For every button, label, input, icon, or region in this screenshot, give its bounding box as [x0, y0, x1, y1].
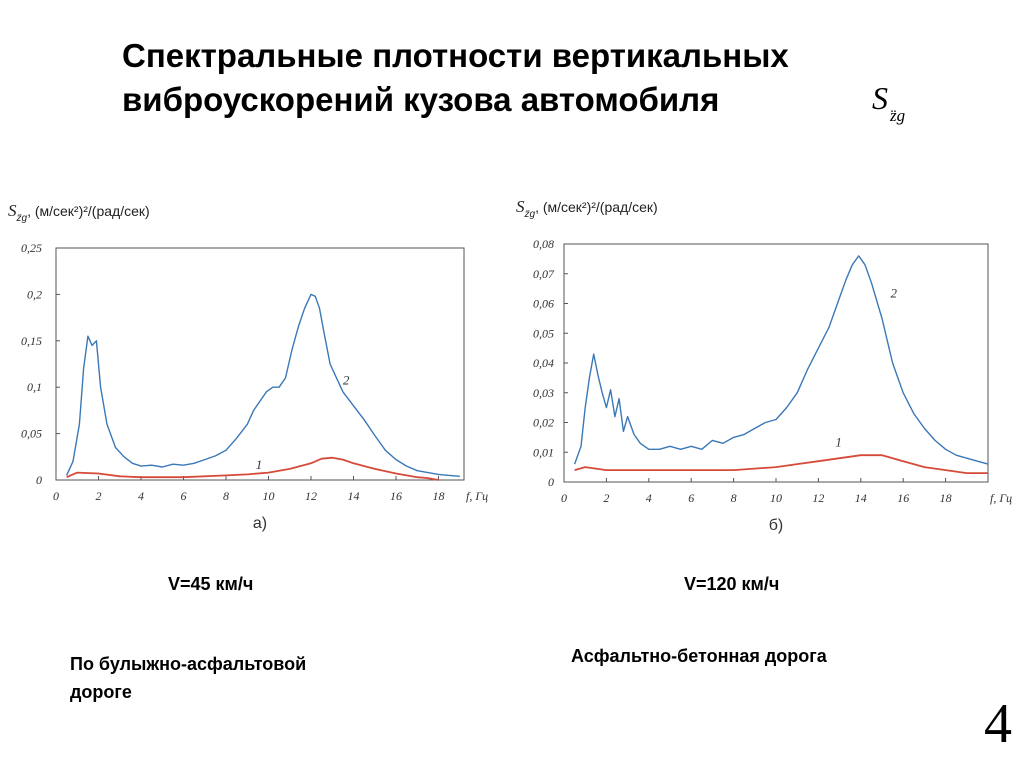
x-tick-label: 16: [390, 489, 402, 503]
y-tick-label: 0,15: [21, 334, 42, 348]
y-tick-label: 0,25: [21, 241, 42, 255]
series-1-label: 1: [835, 434, 842, 449]
y-tick-label: 0,04: [533, 356, 554, 370]
x-tick-label: 10: [263, 489, 275, 503]
road-caption-a-line1: По булыжно-асфальтовой: [70, 654, 307, 674]
y-axis-label: Sz̈g, (м/сек²)²/(рад/сек): [8, 201, 150, 224]
x-tick-label: 18: [433, 489, 445, 503]
series-2-line: [65, 293, 460, 477]
y-tick-label: 0: [36, 473, 42, 487]
x-tick-label: 2: [603, 491, 609, 505]
chart-b: Sz̈g, (м/сек²)²/(рад/сек) 0 0,01 0,02 0,03 0,…: [516, 197, 1012, 534]
speed-caption-a: V=45 км/ч: [168, 574, 254, 594]
y-tick-label: 0,01: [533, 445, 554, 459]
series-1-line: [574, 454, 988, 475]
series-1-label: 1: [256, 457, 263, 472]
x-tick-label: 16: [897, 491, 909, 505]
y-tick-label: 0,1: [27, 380, 42, 394]
road-caption-a-line2: дороге: [70, 682, 132, 702]
series-2-label: 2: [343, 372, 350, 387]
panel-label: а): [253, 515, 267, 532]
y-tick-label: 0: [548, 475, 554, 489]
y-tick-label: 0,03: [533, 386, 554, 400]
slide-title: Спектральные плотности вертикальных вибр…: [122, 34, 942, 122]
x-tick-label: 8: [223, 489, 229, 503]
series-2-label: 2: [890, 286, 897, 301]
title-line-1: Спектральные плотности вертикальных: [122, 37, 789, 74]
y-tick-label: 0,07: [533, 267, 555, 281]
y-tick-label: 0,2: [27, 287, 42, 301]
y-tick-label: 0,05: [533, 326, 554, 340]
x-axis-label: f, Гц: [990, 491, 1012, 505]
y-tick-label: 0,08: [533, 237, 554, 251]
y-tick-label: 0,05: [21, 427, 42, 441]
plot-frame: [563, 243, 989, 483]
chart-a: Sz̈g, (м/сек²)²/(рад/сек) 0 0,05 0,1 0,15 0,2…: [8, 201, 488, 532]
panel-label: б): [769, 517, 784, 534]
x-tick-label: 10: [770, 491, 782, 505]
y-axis-label: Sz̈g, (м/сек²)²/(рад/сек): [516, 197, 658, 220]
page-number: 4: [984, 693, 1012, 755]
x-tick-label: 0: [53, 489, 59, 503]
title-line-2: виброускорений кузова автомобиля: [122, 81, 720, 118]
x-tick-label: 14: [348, 489, 360, 503]
x-tick-label: 12: [812, 491, 824, 505]
x-tick-label: 4: [138, 489, 144, 503]
x-tick-label: 6: [181, 489, 187, 503]
speed-caption-b: V=120 км/ч: [684, 574, 780, 594]
y-tick-label: 0,02: [533, 416, 554, 430]
series-1-line: [66, 456, 439, 481]
plot-frame: [55, 247, 465, 481]
x-tick-label: 4: [646, 491, 652, 505]
x-tick-label: 8: [731, 491, 737, 505]
x-axis-label: f, Гц: [466, 489, 488, 503]
x-tick-label: 6: [688, 491, 694, 505]
road-caption-a: По булыжно-асфальтовой дороге: [70, 650, 450, 706]
title-symbol-main: S: [872, 80, 888, 116]
road-caption-b: Асфальтно-бетонная дорога: [571, 646, 827, 666]
title-symbol-sub: z̈g: [890, 106, 906, 125]
x-tick-label: 0: [561, 491, 567, 505]
series-2-line: [573, 255, 989, 465]
x-tick-label: 18: [940, 491, 952, 505]
y-tick-label: 0,06: [533, 297, 554, 311]
x-tick-label: 2: [96, 489, 102, 503]
x-tick-label: 12: [305, 489, 317, 503]
x-tick-label: 14: [855, 491, 867, 505]
